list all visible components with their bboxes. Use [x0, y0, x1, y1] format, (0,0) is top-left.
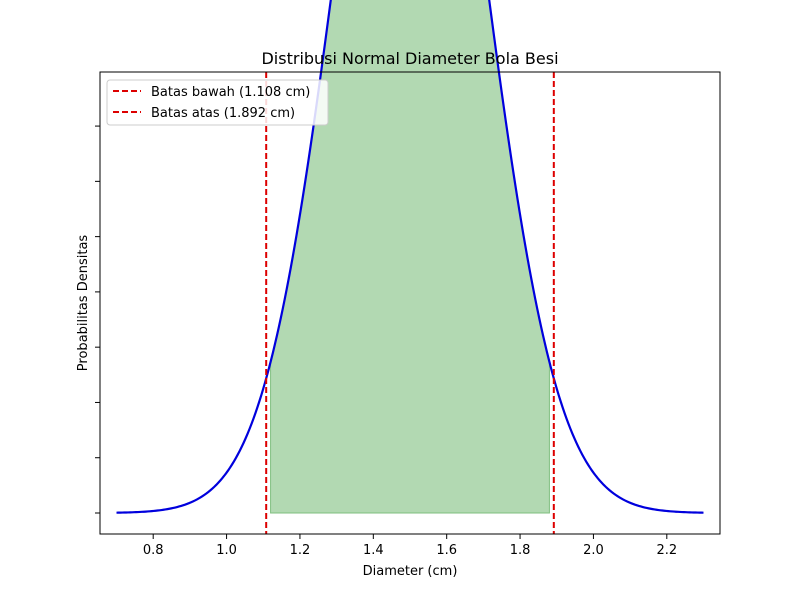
chart-title: Distribusi Normal Diameter Bola Besi	[261, 49, 558, 68]
density-curve	[116, 0, 704, 514]
x-tick-label: 0.8	[143, 543, 164, 558]
x-tick-label: 1.4	[363, 543, 384, 558]
legend-label-upper: Batas atas (1.892 cm)	[151, 106, 295, 121]
x-axis-label: Diameter (cm)	[363, 564, 458, 579]
x-tick-label: 1.6	[436, 543, 457, 558]
x-tick-label: 2.2	[656, 543, 677, 558]
plot-frame	[99, 71, 721, 535]
legend-label-lower: Batas bawah (1.108 cm)	[151, 85, 310, 100]
x-tick-label: 1.2	[290, 543, 311, 558]
legend: Batas bawah (1.108 cm) Batas atas (1.892…	[106, 79, 329, 126]
y-axis-ticks	[95, 125, 100, 514]
x-tick-label: 1.0	[216, 543, 237, 558]
x-tick-label: 1.8	[510, 543, 531, 558]
y-axis-label: Probabilitas Densitas	[76, 235, 91, 372]
x-tick-label: 2.0	[583, 543, 604, 558]
x-axis-ticks: 0.8 1.0 1.2 1.4 1.6 1.8 2.0 2.2	[143, 534, 677, 558]
legend-box	[106, 79, 329, 126]
